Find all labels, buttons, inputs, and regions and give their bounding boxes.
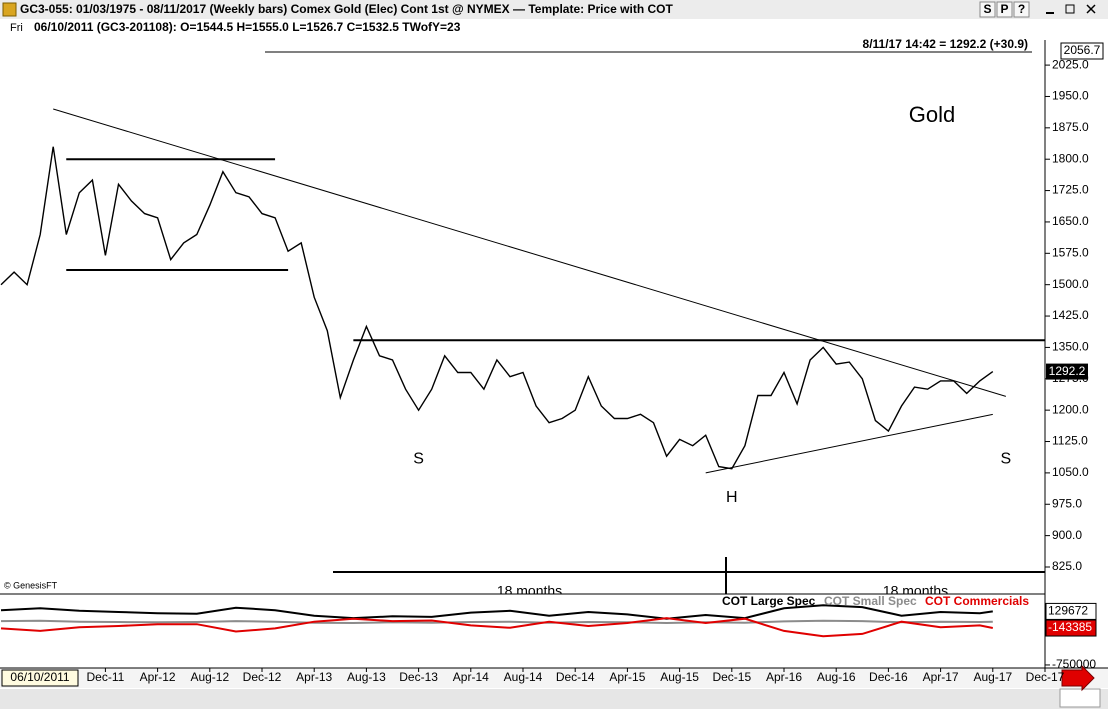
- pattern-label: S: [413, 450, 424, 467]
- x-tick-label: Aug-15: [660, 670, 699, 684]
- maximize-button[interactable]: [1065, 4, 1075, 14]
- y-tick-label: 1650.0: [1052, 214, 1089, 228]
- x-tick-label: Aug-14: [504, 670, 543, 684]
- time-axis-band: [0, 668, 1108, 688]
- last-value-box: [1045, 619, 1097, 637]
- y-tick-label: -750000: [1052, 657, 1096, 671]
- x-tick-label: Aug-16: [817, 670, 856, 684]
- price-line: [0, 146, 994, 470]
- y-tick-label: 1500.0: [1052, 277, 1089, 291]
- x-tick-label: Dec-15: [712, 670, 751, 684]
- y-tick-label: 825.0: [1052, 559, 1082, 573]
- cot-line: [0, 617, 993, 638]
- y-tick-label: 1575.0: [1052, 245, 1089, 259]
- last-value-box: [1046, 363, 1088, 380]
- y-tick-label: 900.0: [1052, 528, 1082, 542]
- trend-line: [53, 108, 1006, 397]
- x-tick-label: Dec-17: [1026, 670, 1065, 684]
- scroll-thumb[interactable]: [1059, 688, 1101, 708]
- window-title: GC3-055: 01/03/1975 - 08/11/2017 (Weekly…: [20, 2, 673, 16]
- y-tick-label: 1200.0: [1052, 402, 1089, 416]
- toolbar-buttons: S P ?: [979, 1, 1096, 18]
- scroll-right-arrow[interactable]: [1061, 664, 1095, 692]
- x-tick-label: Aug-17: [973, 670, 1012, 684]
- cot-line: [0, 619, 993, 625]
- button-frame[interactable]: [979, 1, 996, 18]
- y-tick-label: 1800.0: [1052, 151, 1089, 165]
- x-tick-label: Dec-14: [556, 670, 595, 684]
- app-icon: [2, 2, 17, 17]
- last-value-box: [1045, 602, 1097, 620]
- span-label: 18 months: [497, 583, 562, 599]
- last-value: 1292.2: [1049, 364, 1086, 378]
- last-value: 129672: [1048, 604, 1088, 618]
- x-tick-label: Apr-17: [923, 670, 959, 684]
- copyright: © GenesisFT: [4, 580, 58, 590]
- scroll-bar[interactable]: [0, 689, 1108, 709]
- y-tick-label: 1725.0: [1052, 183, 1089, 197]
- x-tick-label: Apr-13: [296, 670, 332, 684]
- y-tick-label: 2025.0: [1052, 57, 1089, 71]
- x-tick-label: Apr-12: [140, 670, 176, 684]
- legend-entry: COT Small Spec: [824, 594, 917, 608]
- trend-line: [705, 413, 993, 474]
- x-tick-label: Apr-16: [766, 670, 802, 684]
- bar-info: 06/10/2011 (GC3-201108): O=1544.5 H=1555…: [34, 20, 461, 34]
- y-tick-label: 1350.0: [1052, 340, 1089, 354]
- chart-title: Gold: [909, 102, 955, 127]
- y-tick-label: 1425.0: [1052, 308, 1089, 322]
- x-tick-label: Dec-12: [243, 670, 282, 684]
- x-tick-label: Apr-15: [609, 670, 645, 684]
- button-label[interactable]: P: [1000, 2, 1008, 16]
- cursor-date: 06/10/2011: [10, 670, 69, 684]
- span-label: 18 months: [883, 583, 948, 599]
- last-quote: 8/11/17 14:42 = 1292.2 (+30.9): [863, 37, 1028, 51]
- y-tick-label: 1950.0: [1052, 89, 1089, 103]
- x-tick-label: Dec-16: [869, 670, 908, 684]
- x-tick-label: Apr-14: [453, 670, 489, 684]
- pattern-label: H: [726, 489, 738, 506]
- button-frame[interactable]: [1013, 1, 1030, 18]
- button-label[interactable]: S: [983, 2, 991, 16]
- pattern-label: S: [1001, 450, 1012, 467]
- button-frame[interactable]: [996, 1, 1013, 18]
- x-tick-label: Aug-13: [347, 670, 386, 684]
- legend-entry: COT Commercials: [925, 594, 1029, 608]
- day-label: Fri: [10, 22, 23, 34]
- y-tick-label: 1125.0: [1052, 434, 1088, 448]
- top-value-box: [1060, 42, 1104, 60]
- title-bar: [0, 0, 1108, 19]
- x-tick-label: Dec-11: [87, 670, 125, 684]
- y-tick-label: 1875.0: [1052, 120, 1089, 134]
- close-button[interactable]: [1086, 4, 1096, 14]
- legend-entry: COT Large Spec: [722, 594, 816, 608]
- x-tick-label: Dec-13: [399, 670, 438, 684]
- x-tick-label: Aug-12: [190, 670, 229, 684]
- cursor-date-box: [1, 669, 79, 687]
- y-tick-label: 1050.0: [1052, 465, 1089, 479]
- cot-line: [0, 604, 993, 620]
- y-tick-label: 975.0: [1052, 496, 1082, 510]
- cot-plot: [0, 604, 993, 638]
- price-plot: 18 months 18 months: [0, 108, 1045, 599]
- button-label[interactable]: ?: [1018, 2, 1025, 16]
- top-value: 2056.7: [1064, 43, 1101, 57]
- last-value: -143385: [1048, 620, 1092, 634]
